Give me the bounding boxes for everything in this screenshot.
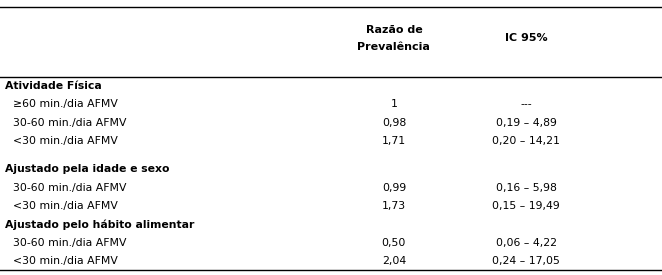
Text: 0,98: 0,98 [382, 118, 406, 128]
Text: ---: --- [520, 100, 532, 109]
Text: IC 95%: IC 95% [505, 33, 547, 43]
Text: Atividade Física: Atividade Física [5, 81, 102, 91]
Text: <30 min./dia AFMV: <30 min./dia AFMV [13, 136, 118, 146]
Text: 1,73: 1,73 [382, 201, 406, 211]
Text: 30-60 min./dia AFMV: 30-60 min./dia AFMV [13, 183, 126, 193]
Text: Ajustado pela idade e sexo: Ajustado pela idade e sexo [5, 164, 169, 174]
Text: Prevalência: Prevalência [357, 42, 430, 53]
Text: 0,99: 0,99 [382, 183, 406, 193]
Text: 1: 1 [391, 100, 397, 109]
Text: 0,19 – 4,89: 0,19 – 4,89 [496, 118, 557, 128]
Text: 1,71: 1,71 [382, 136, 406, 146]
Text: 0,16 – 5,98: 0,16 – 5,98 [496, 183, 557, 193]
Text: 2,04: 2,04 [382, 256, 406, 266]
Text: 30-60 min./dia AFMV: 30-60 min./dia AFMV [13, 238, 126, 248]
Text: <30 min./dia AFMV: <30 min./dia AFMV [13, 256, 118, 266]
Text: Ajustado pelo hábito alimentar: Ajustado pelo hábito alimentar [5, 219, 195, 230]
Text: 0,15 – 19,49: 0,15 – 19,49 [493, 201, 560, 211]
Text: Razão de: Razão de [365, 24, 422, 35]
Text: 0,06 – 4,22: 0,06 – 4,22 [496, 238, 557, 248]
Text: 0,20 – 14,21: 0,20 – 14,21 [493, 136, 560, 146]
Text: <30 min./dia AFMV: <30 min./dia AFMV [13, 201, 118, 211]
Text: ≥60 min./dia AFMV: ≥60 min./dia AFMV [13, 100, 118, 109]
Text: 0,50: 0,50 [382, 238, 406, 248]
Text: 0,24 – 17,05: 0,24 – 17,05 [493, 256, 560, 266]
Text: 30-60 min./dia AFMV: 30-60 min./dia AFMV [13, 118, 126, 128]
